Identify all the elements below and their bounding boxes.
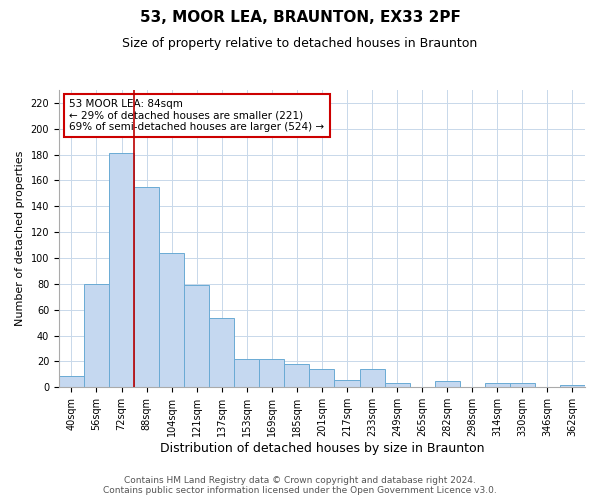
Bar <box>434 381 460 388</box>
Bar <box>385 384 410 388</box>
Bar <box>59 376 84 388</box>
Bar <box>234 359 259 388</box>
X-axis label: Distribution of detached houses by size in Braunton: Distribution of detached houses by size … <box>160 442 484 455</box>
Text: 53, MOOR LEA, BRAUNTON, EX33 2PF: 53, MOOR LEA, BRAUNTON, EX33 2PF <box>140 10 460 25</box>
Bar <box>259 359 284 388</box>
Y-axis label: Number of detached properties: Number of detached properties <box>15 151 25 326</box>
Bar <box>184 285 209 388</box>
Text: Contains HM Land Registry data © Crown copyright and database right 2024.
Contai: Contains HM Land Registry data © Crown c… <box>103 476 497 495</box>
Bar <box>560 385 585 388</box>
Text: 53 MOOR LEA: 84sqm
← 29% of detached houses are smaller (221)
69% of semi-detach: 53 MOOR LEA: 84sqm ← 29% of detached hou… <box>70 99 325 132</box>
Bar <box>510 384 535 388</box>
Bar <box>359 369 385 388</box>
Bar <box>109 154 134 388</box>
Bar <box>209 318 234 388</box>
Bar <box>310 369 334 388</box>
Bar <box>334 380 359 388</box>
Text: Size of property relative to detached houses in Braunton: Size of property relative to detached ho… <box>122 38 478 51</box>
Bar <box>485 384 510 388</box>
Bar <box>134 187 159 388</box>
Bar <box>84 284 109 388</box>
Bar <box>159 253 184 388</box>
Bar <box>284 364 310 388</box>
